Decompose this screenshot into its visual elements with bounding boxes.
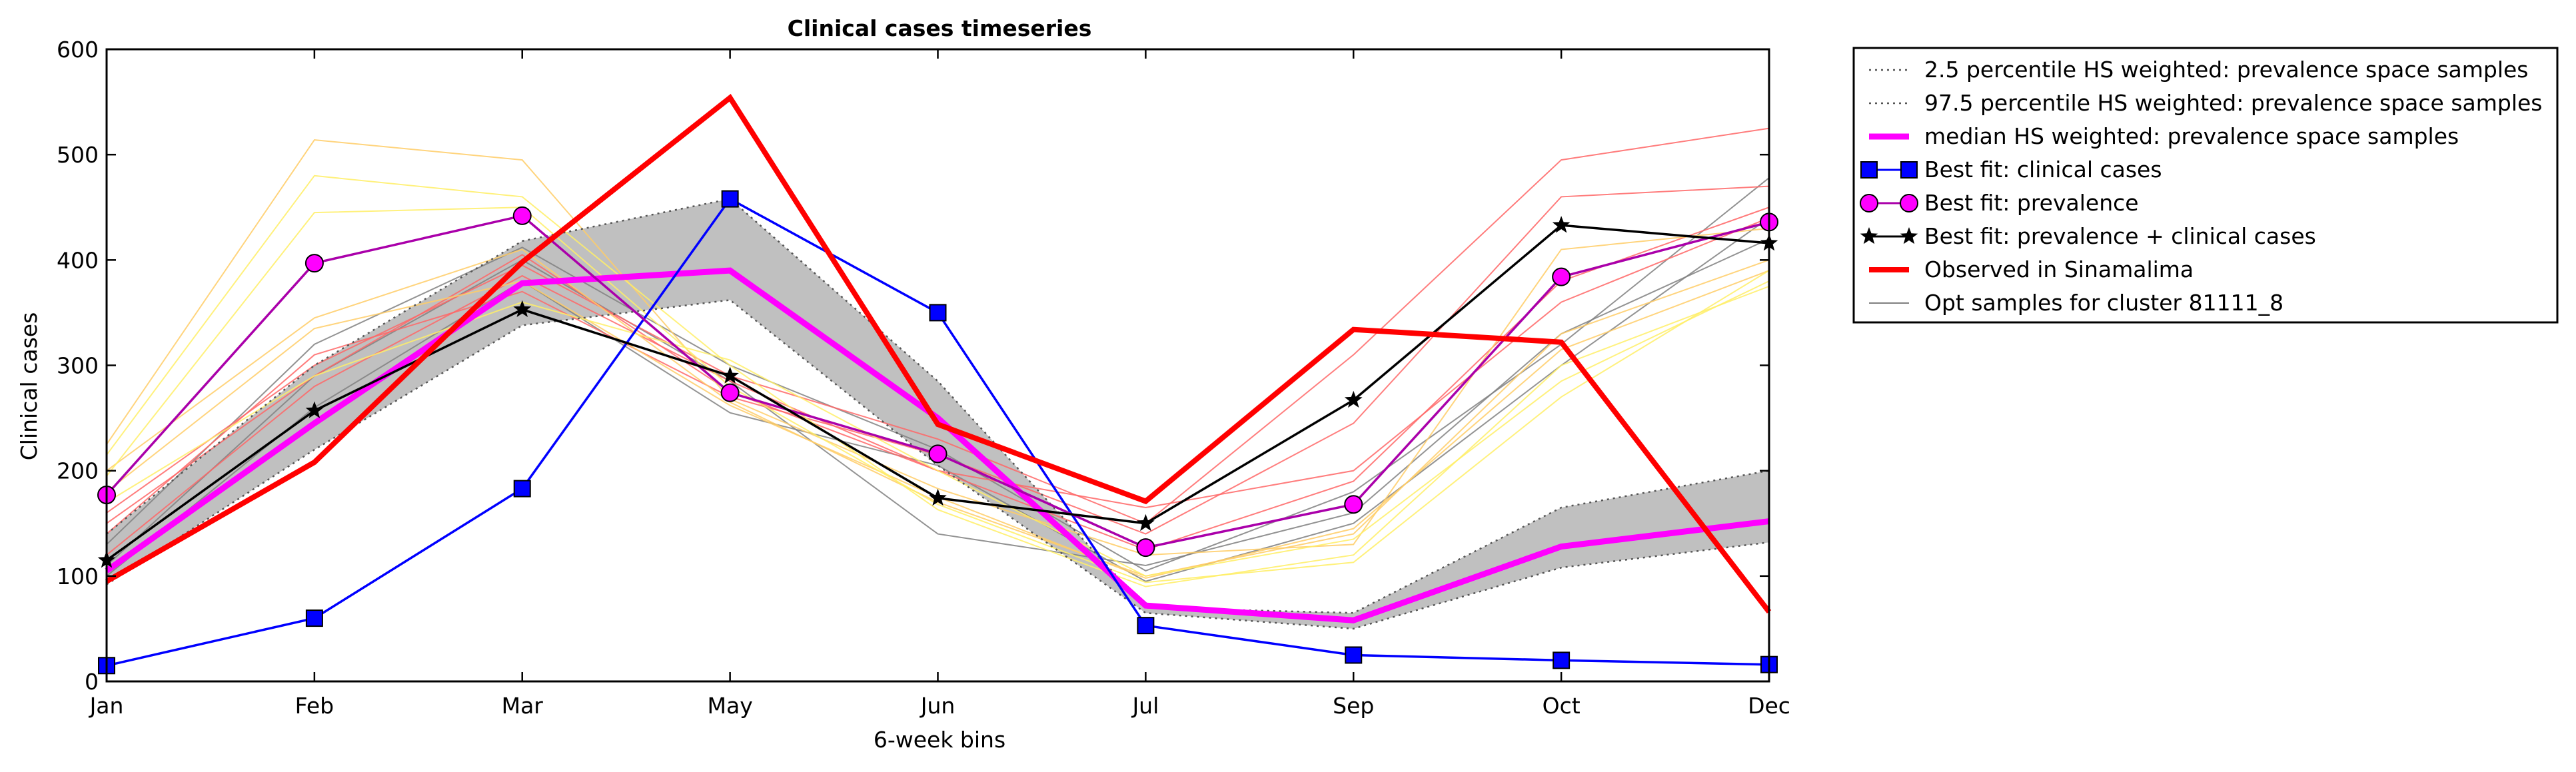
combined-fit-point-4 — [929, 488, 947, 506]
y-tick-label-1: 100 — [57, 564, 99, 589]
series-1 — [106, 198, 1770, 614]
x-tick-label-4: Jun — [920, 693, 956, 719]
series-line-1 — [106, 198, 1770, 614]
clinical-fit-point-5 — [1137, 617, 1155, 635]
combined-fit-point-7 — [1552, 216, 1571, 233]
legend-label-1: 97.5 percentile HS weighted: prevalence … — [1924, 90, 2543, 116]
opt-sample-line-7 — [106, 139, 1770, 556]
legend-marker — [1900, 194, 1918, 212]
clinical-fit-point-4 — [929, 304, 947, 322]
y-tick-label-3: 300 — [57, 353, 99, 379]
chart-title: Clinical cases timeseries — [788, 15, 1092, 41]
legend-label-6: Observed in Sinamalima — [1924, 256, 2194, 282]
legend-entry-1: 97.5 percentile HS weighted: prevalence … — [1869, 90, 2543, 116]
prevalence-fit-point-2 — [512, 206, 532, 225]
opt-sample-line-8 — [106, 248, 1770, 577]
legend-entry-7: Opt samples for cluster 81111_8 — [1869, 290, 2283, 316]
legend-label-0: 2.5 percentile HS weighted: prevalence s… — [1924, 57, 2529, 83]
combined-fit-point-1 — [305, 401, 324, 418]
legend-items: 2.5 percentile HS weighted: prevalence s… — [1860, 57, 2543, 316]
legend-marker — [1900, 227, 1918, 244]
x-tick-label-1: Feb — [295, 693, 334, 719]
y-tick-label-6: 600 — [57, 37, 99, 63]
prevalence-fit-point-6 — [1344, 495, 1363, 514]
legend-entry-2: median HS weighted: prevalence space sam… — [1869, 123, 2459, 149]
legend-label-2: median HS weighted: prevalence space sam… — [1924, 123, 2459, 149]
prevalence-fit-point-3 — [720, 383, 740, 402]
x-axis-title: 6-week bins — [874, 727, 1005, 753]
legend-marker — [1860, 161, 1878, 179]
series-6 — [105, 93, 1772, 614]
x-tick-label-2: Mar — [502, 693, 544, 719]
x-tick-label-0: Jan — [89, 693, 124, 719]
series-3 — [98, 190, 1778, 675]
series-line-0 — [106, 299, 1770, 630]
opt-sample-line-1 — [106, 238, 1770, 567]
x-tick-label-5: Jul — [1131, 693, 1159, 719]
series-layer — [97, 93, 1778, 675]
combined-fit-point-6 — [1344, 390, 1363, 408]
y-tick-label-5: 500 — [57, 142, 99, 168]
series-0 — [106, 299, 1770, 630]
y-tick-label-4: 400 — [57, 247, 99, 273]
prevalence-fit-point-1 — [305, 254, 324, 273]
opt-sample-line-3 — [106, 127, 1770, 524]
y-tick-label-2: 200 — [57, 458, 99, 484]
legend-entry-4: Best fit: prevalence — [1860, 190, 2139, 216]
legend-entry-6: Observed in Sinamalima — [1869, 256, 2194, 282]
y-tick-label-0: 0 — [85, 669, 99, 695]
legend-box — [1852, 47, 2559, 324]
x-tick-label-6: Sep — [1333, 693, 1374, 719]
legend-marker — [1900, 161, 1918, 179]
series-line-6 — [105, 93, 1772, 614]
axis-ticks-layer: Jan Feb Mar May Jun Jul Sep Oct Dec 0 100 200 300 400… — [57, 37, 1790, 719]
clinical-fit-point-6 — [1345, 646, 1363, 664]
legend-marker — [1860, 194, 1878, 212]
x-tick-label-8: Dec — [1748, 693, 1790, 719]
legend-label-7: Opt samples for cluster 81111_8 — [1924, 290, 2283, 316]
prevalence-fit-point-4 — [928, 444, 948, 464]
prevalence-fit-point-5 — [1136, 538, 1155, 558]
opt-sample-line-2 — [106, 217, 1770, 582]
clinical-fit-point-3 — [721, 190, 739, 208]
combined-fit-point-2 — [513, 300, 532, 317]
legend-entry-5: Best fit: prevalence + clinical cases — [1860, 223, 2316, 249]
clinical-fit-point-1 — [305, 609, 323, 627]
legend-label-5: Best fit: prevalence + clinical cases — [1924, 223, 2316, 249]
legend: 2.5 percentile HS weighted: prevalence s… — [1852, 47, 2559, 324]
opt-sample-line-10 — [106, 175, 1770, 587]
legend-entry-0: 2.5 percentile HS weighted: prevalence s… — [1869, 57, 2529, 83]
opt-sample-line-12 — [106, 280, 1770, 577]
legend-label-3: Best fit: clinical cases — [1924, 157, 2162, 183]
y-axis-title: Clinical cases — [16, 312, 42, 461]
clinical-fit-point-2 — [513, 480, 531, 498]
legend-entry-3: Best fit: clinical cases — [1860, 157, 2162, 183]
prevalence-fit-point-7 — [1552, 267, 1571, 286]
legend-marker — [1860, 227, 1878, 244]
x-tick-label-3: May — [708, 693, 753, 719]
opt-sample-line-11 — [106, 206, 1770, 583]
clinical-fit-point-7 — [1553, 651, 1571, 669]
combined-fit-point-3 — [721, 366, 739, 384]
combined-fit-point-5 — [1137, 514, 1155, 532]
x-tick-label-7: Oct — [1543, 693, 1581, 719]
legend-label-4: Best fit: prevalence — [1924, 190, 2139, 216]
